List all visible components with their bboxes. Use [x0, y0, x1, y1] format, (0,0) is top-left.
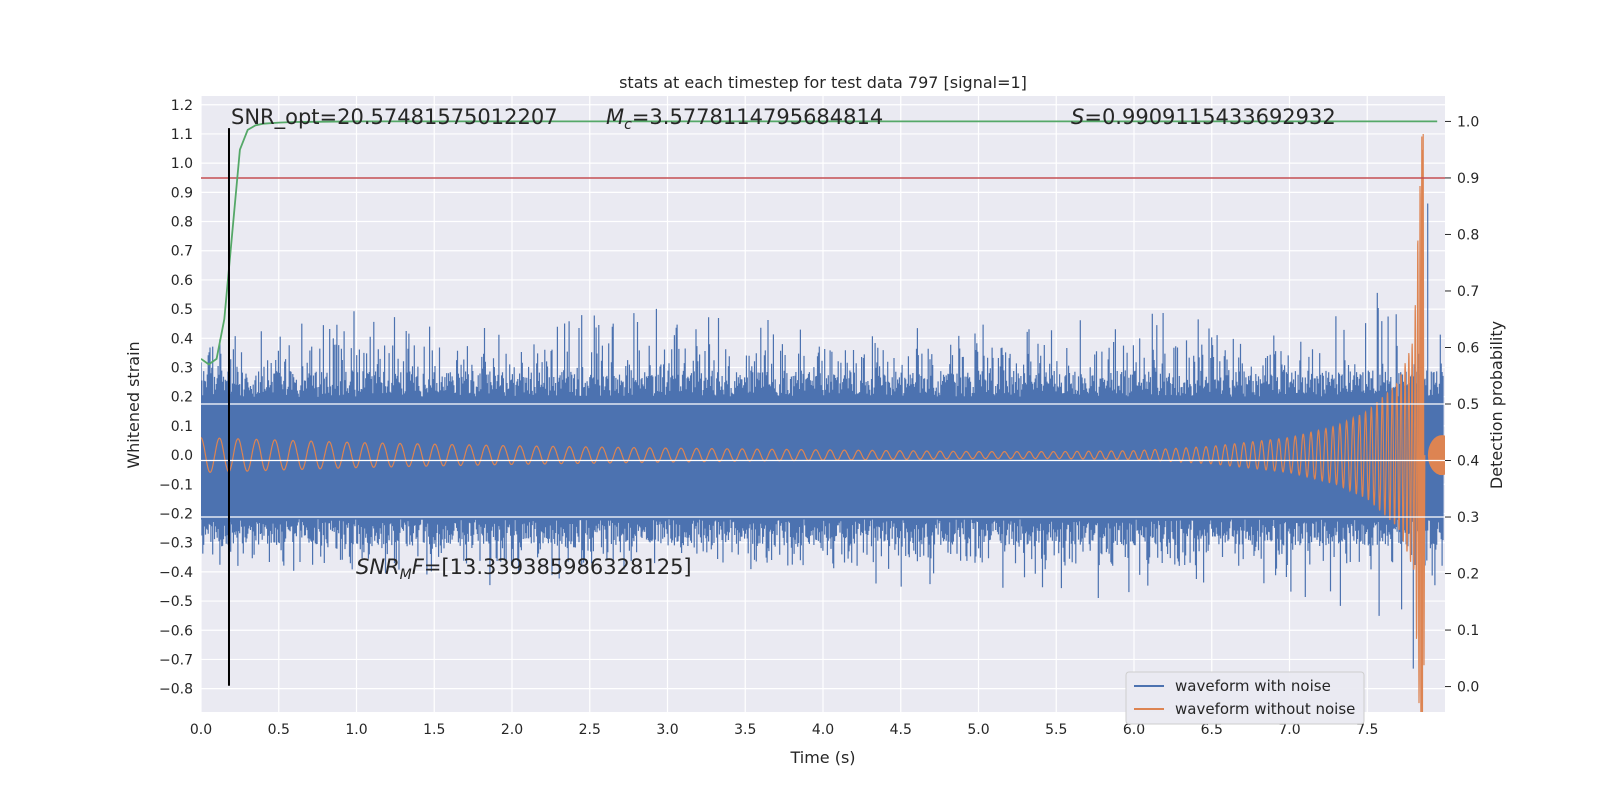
x-tick-label: 4.0 [812, 722, 834, 738]
series-layer [201, 120, 1445, 712]
y-tick-label: 0.3 [171, 361, 193, 377]
y-tick-label: −0.2 [159, 506, 193, 522]
y-tick-label: 0.4 [171, 331, 193, 347]
y2-tick-label: 0.6 [1457, 340, 1479, 356]
y2-tick-label: 0.8 [1457, 227, 1479, 243]
annotation-s-symbol: S [1071, 105, 1084, 129]
legend-label-clean: waveform without noise [1175, 700, 1355, 718]
y-tick-label: 0.2 [171, 390, 193, 406]
legend: waveform with noise waveform without noi… [1125, 671, 1365, 725]
y-tick-label: 0.7 [171, 244, 193, 260]
y-tick-label: −0.7 [159, 652, 193, 668]
x-axis-label: Time (s) [789, 748, 855, 767]
annotation-snr-mf-value: =[13.339385986328125] [424, 555, 692, 579]
x-tick-label: 6.5 [1201, 722, 1223, 738]
annotation-snr-opt: SNR_opt=20.57481575012207 [231, 105, 558, 130]
legend-box [1125, 671, 1365, 725]
y2-tick-label: 0.3 [1457, 510, 1479, 526]
y2-tick-label: 0.0 [1457, 680, 1479, 696]
annotation-chirp-mass-value: =3.5778114795684814 [632, 105, 883, 129]
y-tick-label: −0.4 [159, 565, 193, 581]
annotation-chirp-mass-symbol: M [606, 105, 624, 129]
annotation-chirp-mass: Mc=3.5778114795684814 [606, 105, 883, 133]
y-tick-label: −0.3 [159, 536, 193, 552]
y-axis-label: Whitened strain [124, 341, 143, 468]
x-tick-label: 7.5 [1356, 722, 1378, 738]
annotation-s: S=0.9909115433692932 [1071, 105, 1336, 129]
y-tick-label: 0.1 [171, 419, 193, 435]
y2-axis-label: Detection probability [1487, 321, 1506, 489]
ticks: 0.0 0.5 1.0 1.5 2.0 2.5 3.0 3.5 4.0 4.5 5.0 5.5 6.0 6… [159, 98, 1479, 738]
y2-tick-label: 0.9 [1457, 171, 1479, 187]
x-tick-label: 0.0 [190, 722, 212, 738]
waveform-end-blob [1427, 435, 1445, 476]
y-tick-label: 1.1 [171, 127, 193, 143]
x-tick-label: 3.0 [656, 722, 678, 738]
series-waveform-without-noise [201, 133, 1426, 712]
y-tick-label: 1.2 [171, 98, 193, 114]
x-tick-label: 1.5 [423, 722, 445, 738]
y-tick-label: −0.6 [159, 623, 193, 639]
y-tick-label: 0.9 [171, 185, 193, 201]
y2-tick-label: 0.2 [1457, 567, 1479, 583]
y-tick-label: −0.8 [159, 682, 193, 698]
y2-tick-label: 0.1 [1457, 623, 1479, 639]
annotation-snr-mf-suffix: F [412, 555, 425, 579]
y-tick-label: −0.1 [159, 477, 193, 493]
annotation-snr-mf-subscript: M [400, 567, 412, 583]
x-tick-label: 2.5 [579, 722, 601, 738]
x-tick-label: 7.0 [1278, 722, 1300, 738]
y2-tick-label: 1.0 [1457, 114, 1479, 130]
y-tick-label: 0.0 [171, 448, 193, 464]
y-tick-label: 1.0 [171, 156, 193, 172]
x-tick-label: 5.0 [967, 722, 989, 738]
annotation-snr-mf: SNRMF=[13.339385986328125] [356, 555, 692, 583]
annotation-snr-mf-symbol: SNR [356, 555, 400, 579]
annotation-chirp-mass-subscript: c [624, 117, 632, 133]
y-tick-label: 0.5 [171, 302, 193, 318]
x-tick-label: 4.5 [890, 722, 912, 738]
x-tick-label: 5.5 [1045, 722, 1067, 738]
y-tick-label: 0.8 [171, 215, 193, 231]
x-tick-label: 3.5 [734, 722, 756, 738]
legend-label-noisy: waveform with noise [1175, 677, 1331, 695]
x-tick-label: 2.0 [501, 722, 523, 738]
y-tick-label: −0.5 [159, 594, 193, 610]
annotation-s-value: =0.9909115433692932 [1084, 105, 1335, 129]
chart-title: stats at each timestep for test data 797… [619, 73, 1027, 92]
x-tick-label: 1.0 [345, 722, 367, 738]
y-tick-label: 0.6 [171, 273, 193, 289]
y2-tick-label: 0.4 [1457, 454, 1479, 470]
x-tick-label: 0.5 [268, 722, 290, 738]
x-tick-label: 6.0 [1123, 722, 1145, 738]
y2-tick-label: 0.5 [1457, 397, 1479, 413]
y2-tick-label: 0.7 [1457, 284, 1479, 300]
